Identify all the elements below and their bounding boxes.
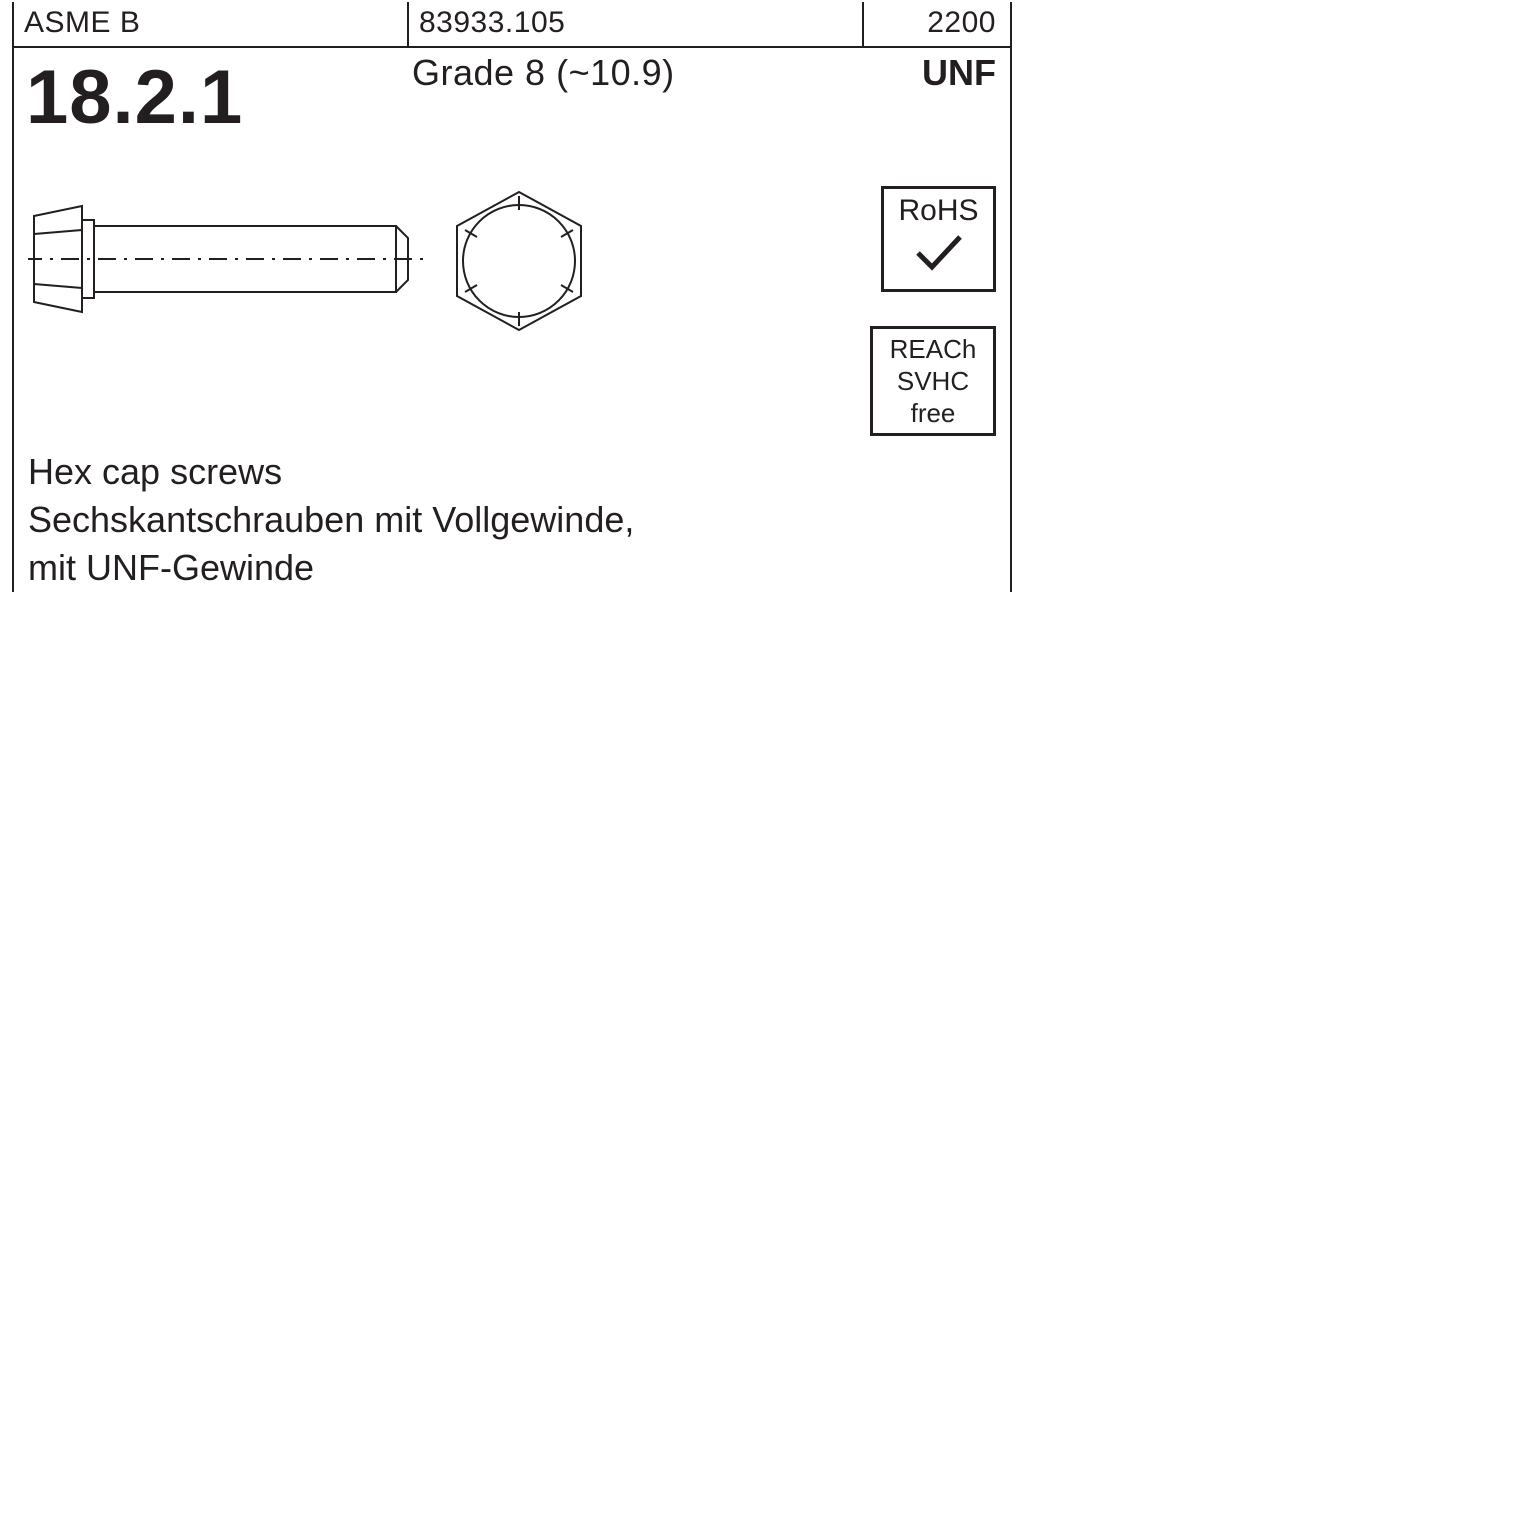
standard-number: 18.2.1 (26, 54, 243, 141)
reach-line2: SVHC (873, 365, 993, 397)
reach-line3: free (873, 397, 993, 429)
title-de-2: mit UNF-Gewinde (28, 544, 996, 592)
grade-label: Grade 8 (~10.9) (412, 52, 675, 94)
title-en: Hex cap screws (28, 448, 996, 496)
rohs-badge: RoHS (881, 186, 996, 292)
part-cell: 83933.105 (409, 2, 864, 46)
bolt-side-icon (28, 194, 428, 324)
spec-cell: ASME B (14, 2, 409, 46)
reach-badge: REACh SVHC free (870, 326, 996, 436)
title-block: Hex cap screws Sechskantschrauben mit Vo… (12, 448, 1012, 592)
thread-label: UNF (922, 52, 996, 94)
pack-cell: 2200 (864, 2, 1010, 46)
bolt-front-icon (444, 186, 594, 336)
check-icon (912, 231, 966, 275)
rohs-label: RoHS (884, 195, 993, 227)
reach-line1: REACh (873, 333, 993, 365)
main-row: 18.2.1 Grade 8 (~10.9) UNF (12, 48, 1012, 448)
header-row: ASME B 83933.105 2200 (12, 2, 1012, 48)
title-de-1: Sechskantschrauben mit Vollgewinde, (28, 496, 996, 544)
datasheet-card: ASME B 83933.105 2200 18.2.1 Grade 8 (~1… (12, 2, 1012, 592)
